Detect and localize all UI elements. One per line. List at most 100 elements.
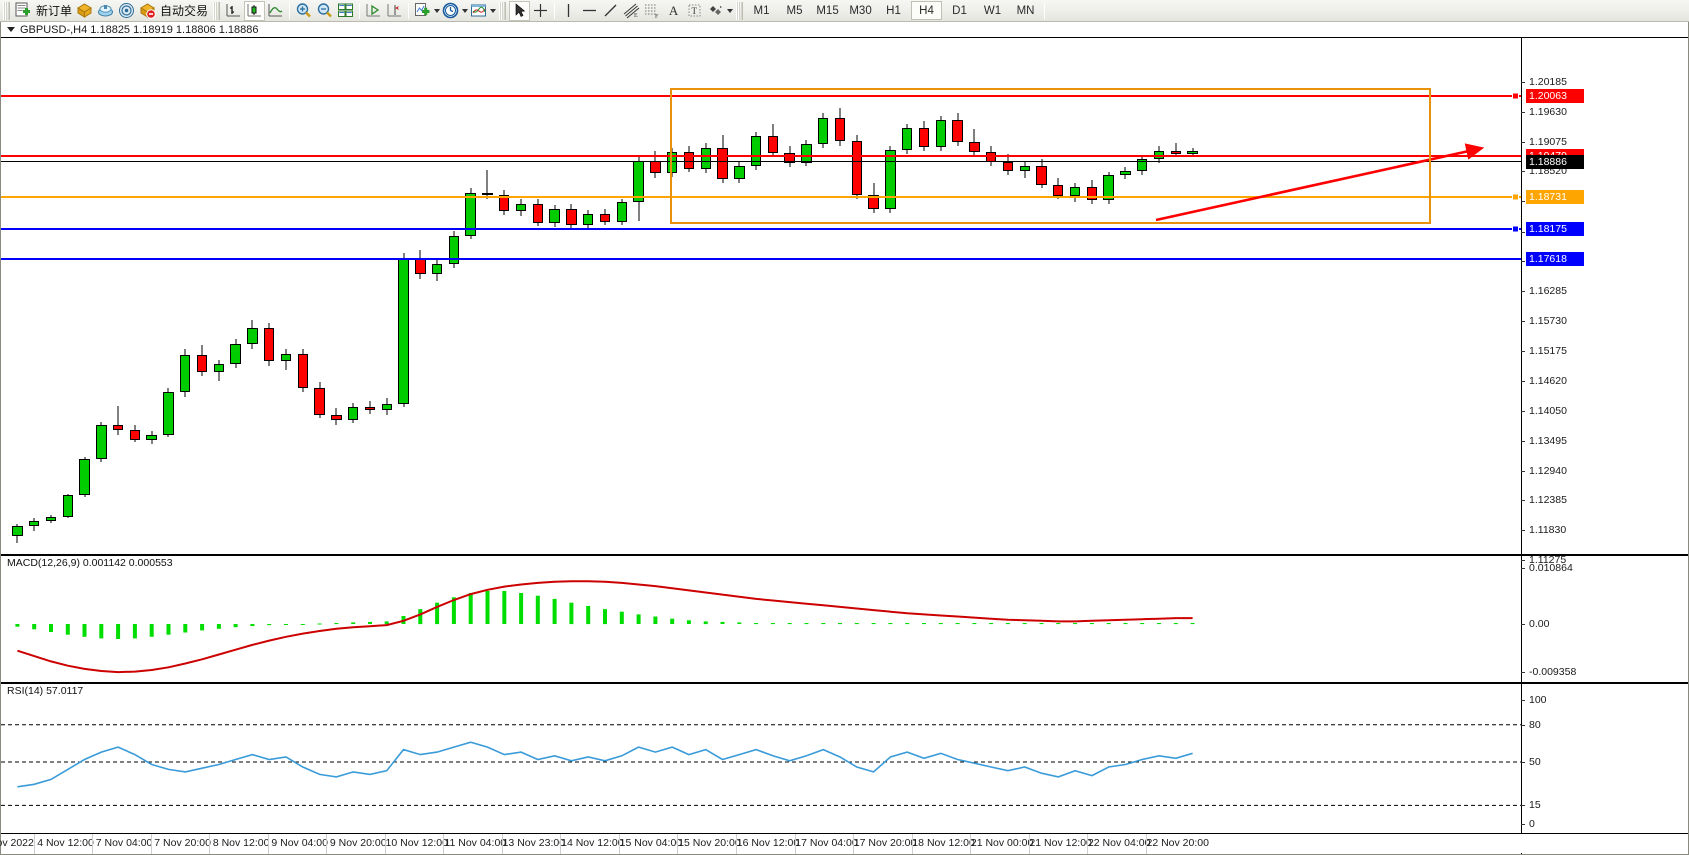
candlestick — [717, 38, 728, 554]
toolbar-grip-2[interactable] — [213, 1, 221, 20]
timeframe-button-m1[interactable]: M1 — [753, 4, 770, 17]
crypto-box-icon[interactable] — [74, 1, 95, 21]
price-line-support-lower[interactable] — [1, 258, 1521, 260]
macd-histogram-bar — [552, 598, 557, 624]
macd-histogram-bar — [938, 623, 943, 625]
candle-body — [801, 144, 812, 163]
objects-chevron-down-icon[interactable] — [727, 8, 734, 13]
timeframe-button-h1[interactable]: H1 — [886, 4, 901, 17]
signal-icon[interactable] — [116, 1, 137, 21]
macd-histogram-bar — [200, 624, 205, 631]
price-line-handle[interactable] — [1512, 225, 1519, 233]
price-line-resistance-lower[interactable] — [1, 155, 1521, 157]
price-line-handle[interactable] — [1512, 92, 1519, 100]
price-tag-order-level[interactable]: 1.18731 — [1526, 190, 1584, 204]
auto-trading-icon[interactable] — [137, 1, 158, 21]
candlestick — [683, 38, 695, 554]
price-line-order-level[interactable] — [1, 196, 1521, 198]
timeframe-button-m5[interactable]: M5 — [786, 4, 803, 17]
pane-divider-1[interactable] — [1, 554, 1688, 556]
vline-icon[interactable] — [558, 1, 579, 21]
candlestick — [347, 38, 359, 554]
candle-body — [180, 354, 191, 393]
timeframe-button-m30[interactable]: M30 — [849, 4, 872, 17]
candlestick-chart-icon[interactable] — [244, 0, 266, 21]
toolbar-grip-3[interactable] — [499, 1, 507, 20]
price-tag-current-price[interactable]: 1.18886 — [1526, 155, 1584, 169]
indicators-icon[interactable] — [412, 1, 433, 21]
objects-icon[interactable] — [705, 1, 726, 21]
candle-body — [868, 194, 879, 209]
text-icon[interactable]: T — [684, 1, 705, 21]
plot-area[interactable]: 1.201851.196301.190751.185201.179651.173… — [0, 38, 1689, 854]
auto-trading-label[interactable]: 自动交易 — [160, 4, 209, 18]
templates-chevron-down-icon[interactable] — [490, 8, 497, 13]
pane-divider-2[interactable] — [1, 682, 1688, 684]
macd-histogram-bar — [1056, 623, 1061, 625]
chart-shift-icon[interactable] — [384, 1, 405, 21]
timeframe-button-h4[interactable]: H4 — [911, 1, 943, 20]
price-line-handle[interactable] — [1512, 193, 1519, 201]
price-axis-tick — [1521, 111, 1525, 113]
equidistant-channel-icon[interactable]: E — [621, 1, 642, 21]
new-order-icon[interactable] — [13, 1, 34, 21]
macd-histogram-bar — [854, 623, 859, 625]
macd-histogram-bar — [1173, 623, 1178, 625]
cursor-icon[interactable] — [509, 0, 531, 21]
timeframe-button-m15[interactable]: M15 — [816, 4, 839, 17]
price-line-support-upper[interactable] — [1, 228, 1521, 230]
bar-chart-icon[interactable] — [223, 1, 244, 21]
toolbar-grip-4[interactable] — [736, 1, 744, 20]
price-pane[interactable]: 1.201851.196301.190751.185201.179651.173… — [1, 38, 1689, 566]
data-center-icon[interactable] — [95, 1, 116, 21]
candlestick — [818, 38, 829, 554]
price-tag-support-upper[interactable]: 1.18175 — [1526, 222, 1584, 236]
toolbar-grip[interactable] — [3, 1, 10, 20]
price-axis-tick — [1521, 82, 1525, 83]
price-axis-label: 1.11275 — [1529, 554, 1567, 566]
candlestick — [247, 38, 258, 554]
candle-body — [431, 263, 443, 275]
price-line-resistance-upper[interactable] — [1, 95, 1521, 97]
time-axis-label: 11 Nov 04:00 — [444, 837, 507, 849]
autoscroll-icon[interactable] — [363, 1, 384, 21]
text-label-icon[interactable]: A — [668, 2, 679, 18]
trendline-icon[interactable] — [600, 1, 621, 21]
consolidation-highlight-box[interactable] — [670, 88, 1431, 224]
candle-body — [969, 142, 980, 152]
candlestick — [1036, 38, 1047, 554]
price-tag-support-lower[interactable]: 1.17618 — [1526, 252, 1584, 266]
crosshair-icon[interactable] — [530, 1, 551, 21]
time-axis-label: 3 Nov 2022 — [0, 837, 34, 849]
candlestick — [45, 38, 57, 554]
macd-histogram-bar — [1106, 623, 1111, 625]
candlestick — [180, 38, 191, 554]
chart-menu-chevron-down-icon[interactable] — [7, 27, 15, 32]
periods-chevron-down-icon[interactable] — [462, 8, 469, 13]
line-chart-icon[interactable] — [265, 1, 286, 21]
zoom-out-icon[interactable] — [314, 1, 335, 21]
price-axis[interactable]: 1.201851.196301.190751.185201.179651.173… — [1521, 38, 1689, 566]
candle-body — [616, 201, 627, 222]
time-axis-label: 8 Nov 12:00 — [212, 837, 270, 849]
macd-histogram-bar — [535, 595, 540, 624]
periods-icon[interactable] — [440, 1, 461, 21]
indicators-chevron-down-icon[interactable] — [434, 8, 441, 13]
timeframe-button-w1[interactable]: W1 — [983, 4, 1002, 17]
timeframe-button-d1[interactable]: D1 — [952, 4, 967, 17]
templates-icon[interactable] — [468, 1, 489, 21]
price-line-current-price[interactable] — [1, 161, 1521, 162]
hline-icon[interactable] — [579, 1, 600, 21]
tile-windows-icon[interactable] — [335, 1, 356, 21]
time-axis-tick — [326, 834, 328, 854]
new-order-label[interactable]: 新订单 — [36, 4, 73, 18]
price-tag-resistance-upper[interactable]: 1.20063 — [1526, 89, 1584, 103]
timeframe-button-mn[interactable]: MN — [1016, 4, 1035, 17]
fibonacci-icon[interactable]: F — [642, 1, 663, 21]
zoom-in-icon[interactable] — [293, 1, 314, 21]
rsi-axis-tick — [1521, 824, 1525, 825]
macd-pane[interactable]: MACD(12,26,9) 0.001142 0.000553 0.010864… — [1, 556, 1688, 682]
candlestick — [331, 38, 342, 554]
rsi-pane[interactable]: RSI(14) 57.0117 100 80 50 15 0 — [1, 684, 1688, 831]
